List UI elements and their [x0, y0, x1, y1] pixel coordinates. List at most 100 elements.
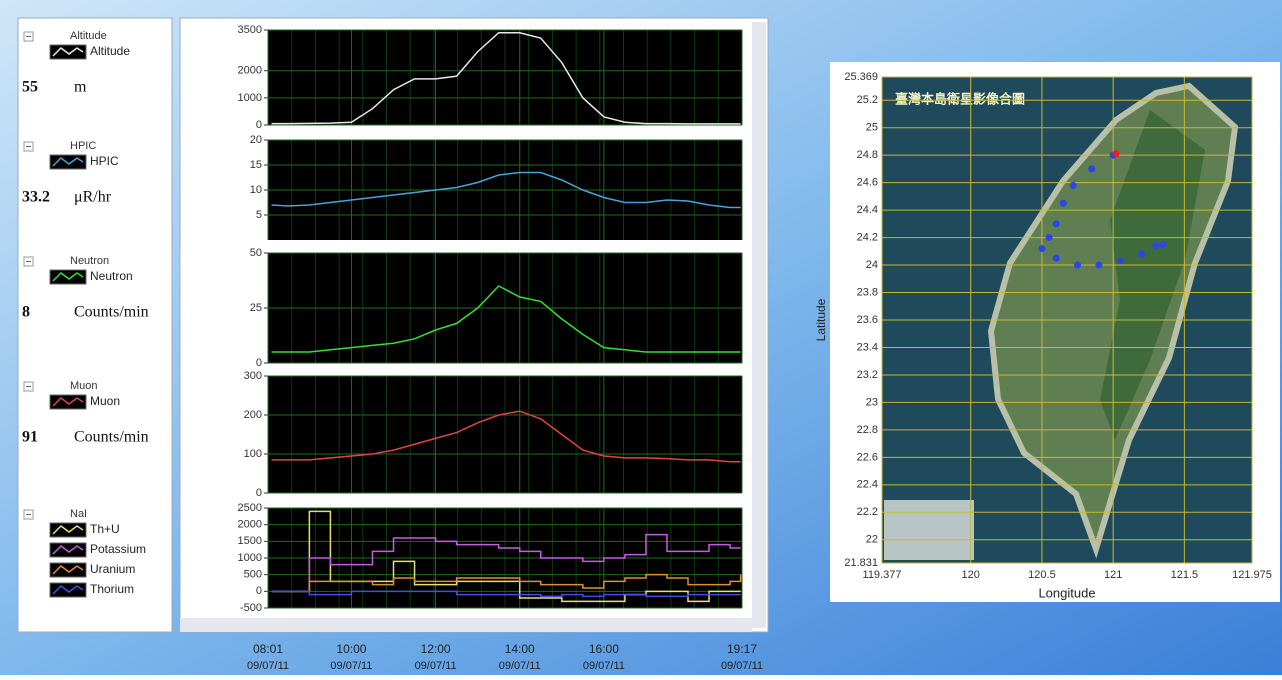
scrollbar-horizontal[interactable]: [180, 618, 752, 632]
y-tick-label: 24.4: [857, 204, 878, 216]
legend-label: Neutron: [90, 269, 133, 283]
legend-label: Thorium: [90, 582, 134, 596]
track-point: [1070, 182, 1077, 189]
y-tick-label: 3500: [238, 24, 262, 36]
y-tick-label: 23.4: [857, 341, 878, 353]
legend-panel: [18, 18, 172, 632]
track-point: [1038, 245, 1045, 252]
y-tick-label: 20: [250, 134, 262, 146]
y-tick-label: 0: [256, 487, 262, 499]
group-title: Neutron: [70, 255, 109, 267]
reading-unit: Counts/min: [74, 429, 149, 446]
track-point: [1159, 241, 1166, 248]
group-title: Muon: [70, 380, 98, 392]
group-title: NaI: [70, 508, 87, 520]
x-tick-date: 09/07/11: [415, 660, 457, 672]
y-tick-label: 2000: [238, 65, 262, 77]
y-tick-label: 1000: [238, 92, 262, 104]
group-title: Altitude: [70, 30, 107, 42]
track-point: [1138, 251, 1145, 258]
track-point: [1053, 220, 1060, 227]
x-tick-label: 119.377: [863, 569, 902, 581]
track-point: [1088, 165, 1095, 172]
x-axis-label: Longitude: [1038, 585, 1095, 600]
y-tick-label: 1500: [238, 535, 262, 547]
legend-label: HPIC: [90, 154, 119, 168]
track-point: [1060, 200, 1067, 207]
x-tick-label: 120: [962, 569, 980, 581]
y-tick-label: 100: [244, 448, 262, 460]
x-tick-label: 120.5: [1028, 569, 1056, 581]
x-tick-label: 121: [1104, 569, 1122, 581]
x-tick-date: 09/07/11: [247, 660, 289, 672]
legend-swatch: [50, 155, 86, 169]
legend-swatch: [50, 583, 86, 597]
group-title: HPIC: [70, 140, 96, 152]
x-tick-label: 16:00: [589, 642, 619, 656]
y-tick-label: 2000: [238, 519, 262, 531]
reading-value: 8: [22, 304, 30, 321]
y-tick-label: 25.2: [857, 94, 878, 106]
y-tick-label: 50: [250, 247, 262, 259]
legend-label: Altitude: [90, 44, 130, 58]
y-tick-label: 25: [250, 302, 262, 314]
x-tick-label: 12:00: [421, 642, 451, 656]
legend-label: Th+U: [90, 522, 120, 536]
legend-swatch: [50, 563, 86, 577]
y-tick-label: 24.6: [857, 177, 878, 189]
x-tick-label: 121.5: [1171, 569, 1199, 581]
scrollbar[interactable]: [752, 22, 766, 628]
track-point: [1095, 262, 1102, 269]
y-tick-label: 24: [866, 259, 878, 271]
map-legend-box: [884, 500, 974, 560]
y-tick-label: -500: [240, 602, 262, 614]
y-tick-label: 23.8: [857, 286, 878, 298]
reading-unit: μR/hr: [74, 189, 112, 206]
y-tick-label: 500: [244, 569, 262, 581]
y-tick-label: 21.831: [844, 557, 878, 569]
track-point: [1074, 262, 1081, 269]
legend-label: Potassium: [90, 542, 146, 556]
legend-label: Muon: [90, 394, 120, 408]
x-tick-label: 121.975: [1232, 569, 1272, 581]
y-tick-label: 15: [250, 159, 262, 171]
legend-swatch: [50, 523, 86, 537]
track-point: [1046, 234, 1053, 241]
y-tick-label: 22.2: [857, 506, 878, 518]
y-tick-label: 22: [866, 534, 878, 546]
legend-swatch: [50, 543, 86, 557]
reading-unit: Counts/min: [74, 304, 149, 321]
x-tick-label: 10:00: [336, 642, 366, 656]
x-tick-date: 09/07/11: [499, 660, 541, 672]
track-point: [1117, 257, 1124, 264]
reading-value: 91: [22, 429, 38, 446]
x-tick-date: 09/07/11: [330, 660, 372, 672]
y-tick-label: 25: [866, 122, 878, 134]
track-point: [1112, 150, 1119, 157]
legend-label: Uranium: [90, 562, 135, 576]
y-axis-label: Latitude: [814, 298, 828, 341]
x-tick-label: 08:01: [253, 642, 283, 656]
y-tick-label: 1000: [238, 552, 262, 564]
x-tick-label: 14:00: [505, 642, 535, 656]
y-tick-label: 23.6: [857, 314, 878, 326]
legend-swatch: [50, 45, 86, 59]
x-tick-date: 09/07/11: [583, 660, 625, 672]
y-tick-label: 2500: [238, 502, 262, 514]
y-tick-label: 300: [244, 370, 262, 382]
track-point: [1152, 242, 1159, 249]
y-tick-label: 5: [256, 209, 262, 221]
y-tick-label: 22.4: [857, 479, 878, 491]
y-tick-label: 200: [244, 409, 262, 421]
track-point: [1053, 255, 1060, 262]
map-title: 臺灣本島衛星影像合圖: [895, 91, 1025, 106]
y-tick-label: 10: [250, 184, 262, 196]
y-tick-label: 25.369: [844, 71, 878, 83]
y-tick-label: 24.8: [857, 149, 878, 161]
y-tick-label: 0: [256, 357, 262, 369]
legend-swatch: [50, 395, 86, 409]
y-tick-label: 22.8: [857, 424, 878, 436]
y-tick-label: 0: [256, 119, 262, 131]
reading-unit: m: [74, 79, 87, 96]
y-tick-label: 22.6: [857, 451, 878, 463]
